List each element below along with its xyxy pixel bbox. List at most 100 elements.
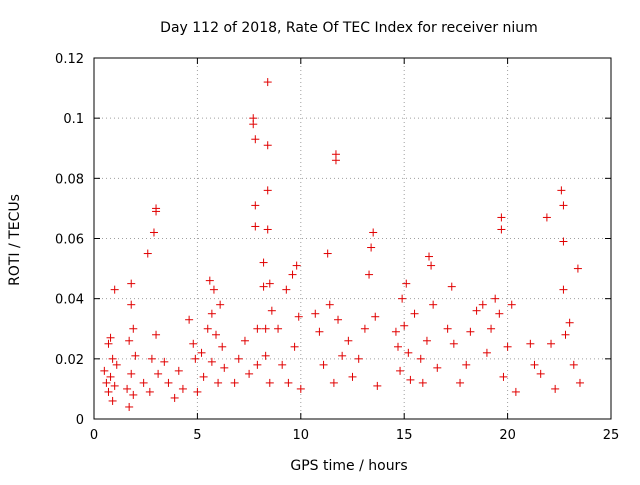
data-point [164, 378, 173, 387]
data-point [396, 366, 405, 375]
data-point [267, 306, 276, 315]
data-point [112, 360, 121, 369]
data-point [154, 369, 163, 378]
data-point [371, 312, 380, 321]
data-point [536, 369, 545, 378]
data-point [391, 327, 400, 336]
data-point [323, 249, 332, 258]
data-point [170, 393, 179, 402]
data-point [290, 342, 299, 351]
data-point [367, 243, 376, 252]
data-point [207, 309, 216, 318]
data-point [160, 357, 169, 366]
data-point [557, 186, 566, 195]
data-point [240, 336, 249, 345]
data-point [575, 378, 584, 387]
data-point [131, 351, 140, 360]
data-point [472, 306, 481, 315]
x-tick-label: 0 [90, 428, 98, 443]
data-point [123, 384, 132, 393]
data-point [127, 300, 136, 309]
y-tick-label: 0.02 [55, 353, 84, 368]
data-point [174, 366, 183, 375]
data-point [139, 378, 148, 387]
data-point [507, 300, 516, 309]
data-point [205, 276, 214, 285]
points-layer [100, 78, 584, 411]
data-point [110, 381, 119, 390]
x-tick-label: 15 [396, 428, 413, 443]
data-point [292, 261, 301, 270]
data-point [348, 372, 357, 381]
y-tick-label: 0 [76, 413, 84, 428]
data-point [274, 324, 283, 333]
data-point [422, 336, 431, 345]
data-point [278, 360, 287, 369]
data-point [429, 300, 438, 309]
data-point [478, 300, 487, 309]
data-point [334, 315, 343, 324]
data-point [249, 120, 258, 129]
data-point [404, 348, 413, 357]
x-tick-label: 10 [293, 428, 310, 443]
x-axis-label: GPS time / hours [290, 458, 407, 474]
data-point [106, 333, 115, 342]
data-point [559, 237, 568, 246]
data-point [559, 201, 568, 210]
data-point [108, 354, 117, 363]
data-point [393, 342, 402, 351]
y-tick-label: 0.06 [55, 233, 84, 248]
data-point [263, 141, 272, 150]
data-point [551, 384, 560, 393]
data-point [344, 336, 353, 345]
data-point [251, 135, 260, 144]
data-point [491, 294, 500, 303]
data-point [338, 351, 347, 360]
data-point [253, 324, 262, 333]
data-point [511, 387, 520, 396]
data-point [218, 342, 227, 351]
data-point [296, 384, 305, 393]
data-point [365, 270, 374, 279]
x-tick-label: 5 [193, 428, 201, 443]
data-point [127, 279, 136, 288]
data-point [216, 300, 225, 309]
data-point [425, 252, 434, 261]
data-point [416, 354, 425, 363]
data-point [354, 354, 363, 363]
data-point [230, 378, 239, 387]
data-point [487, 324, 496, 333]
data-point [125, 336, 134, 345]
data-point [265, 378, 274, 387]
data-point [329, 378, 338, 387]
data-point [288, 270, 297, 279]
data-point [251, 201, 260, 210]
data-point [108, 396, 117, 405]
data-point [462, 360, 471, 369]
data-point [104, 339, 113, 348]
data-point [573, 264, 582, 273]
data-point [542, 213, 551, 222]
data-point [331, 156, 340, 165]
y-tick-label: 0.12 [55, 52, 84, 67]
data-point [234, 354, 243, 363]
data-point [284, 378, 293, 387]
data-point [495, 309, 504, 318]
data-point [220, 363, 229, 372]
data-point [203, 324, 212, 333]
data-point [433, 363, 442, 372]
data-point [261, 324, 270, 333]
data-point [561, 330, 570, 339]
data-point [565, 318, 574, 327]
data-point [185, 315, 194, 324]
data-point [418, 378, 427, 387]
data-point [569, 360, 578, 369]
y-tick-label: 0.1 [63, 112, 84, 127]
y-tick-label: 0.08 [55, 172, 84, 187]
data-point [443, 324, 452, 333]
data-point [466, 327, 475, 336]
data-point [129, 390, 138, 399]
data-point [526, 339, 535, 348]
